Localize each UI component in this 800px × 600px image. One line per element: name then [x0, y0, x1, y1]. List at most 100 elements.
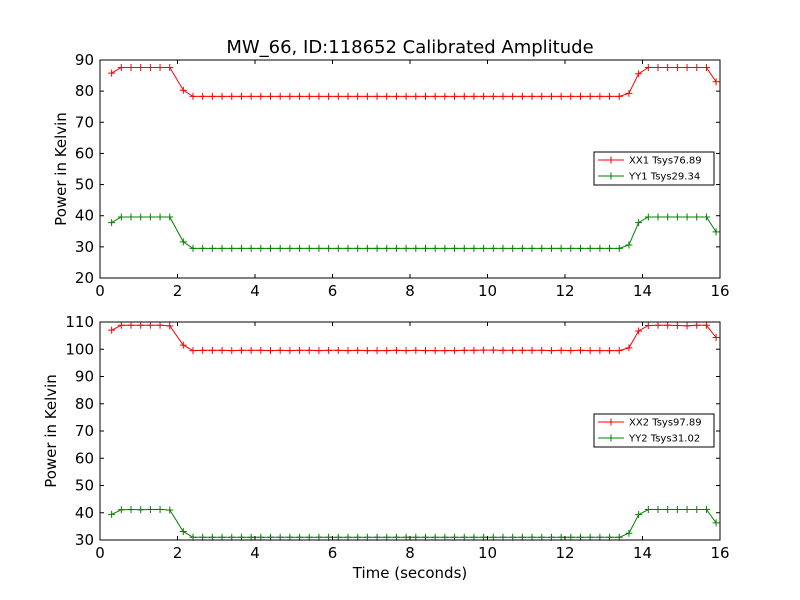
data-point	[431, 347, 439, 355]
data-point	[286, 347, 294, 355]
data-point	[296, 346, 304, 354]
data-point	[402, 244, 410, 252]
data-point	[146, 213, 154, 221]
data-point	[354, 346, 362, 354]
legend-swatch-marker	[607, 172, 615, 180]
data-point	[189, 347, 197, 355]
data-point	[166, 213, 174, 221]
data-point	[305, 244, 313, 252]
data-point	[538, 92, 546, 100]
data-point	[480, 244, 488, 252]
x-tick-label: 6	[328, 544, 338, 562]
y-axis-label: Power in Kelvin	[42, 374, 60, 488]
data-point	[383, 244, 391, 252]
x-tick-label: 8	[405, 282, 415, 300]
data-point	[451, 347, 459, 355]
legend-item-2: YY2 Tsys31.02	[598, 434, 700, 445]
data-point	[218, 244, 226, 252]
data-point	[127, 321, 135, 329]
data-point	[702, 505, 710, 513]
data-point	[499, 92, 507, 100]
data-point	[402, 347, 410, 355]
data-point	[334, 244, 342, 252]
data-point	[392, 92, 400, 100]
legend: XX1 Tsys76.89 YY1 Tsys29.34	[593, 151, 715, 186]
data-point	[460, 92, 468, 100]
data-point	[286, 92, 294, 100]
data-point	[441, 92, 449, 100]
data-point	[509, 244, 517, 252]
y-tick-label: 30	[75, 531, 94, 549]
data-point	[189, 244, 197, 252]
data-point	[538, 244, 546, 252]
data-point	[702, 63, 710, 71]
data-point	[179, 528, 187, 536]
data-point	[431, 92, 439, 100]
data-point	[664, 321, 672, 329]
x-tick-label: 14	[633, 544, 652, 562]
data-point	[557, 244, 565, 252]
data-point	[547, 347, 555, 355]
legend-swatch-marker	[607, 418, 615, 426]
data-point	[654, 213, 662, 221]
data-point	[712, 334, 720, 342]
data-point	[586, 244, 594, 252]
data-point	[247, 244, 255, 252]
data-point	[635, 219, 643, 227]
data-point	[422, 244, 429, 252]
series-2	[108, 505, 720, 541]
data-point	[509, 346, 517, 354]
y-tick-label: 50	[75, 176, 94, 194]
data-point	[441, 347, 449, 355]
legend-box	[593, 151, 715, 186]
data-point	[286, 244, 294, 252]
data-point	[334, 346, 342, 354]
data-point	[606, 92, 614, 100]
data-point	[538, 346, 546, 354]
x-tick-label: 16	[710, 282, 729, 300]
data-point	[127, 505, 135, 513]
data-point	[354, 92, 362, 100]
data-point	[315, 347, 323, 355]
data-point	[108, 69, 116, 77]
data-point	[108, 326, 116, 334]
data-point	[257, 244, 265, 252]
data-point	[373, 347, 381, 355]
x-tick-label: 4	[250, 544, 260, 562]
data-point	[528, 92, 536, 100]
data-point	[654, 505, 662, 513]
data-point	[664, 505, 672, 513]
data-point	[489, 92, 497, 100]
series-1	[108, 321, 720, 355]
legend-swatch-marker	[607, 434, 615, 442]
data-point	[373, 244, 381, 252]
data-point	[712, 228, 720, 236]
y-tick-label: 30	[75, 238, 94, 256]
data-point	[117, 321, 125, 329]
data-point	[702, 321, 710, 329]
data-point	[247, 346, 255, 354]
data-point	[325, 244, 333, 252]
x-tick-label: 8	[405, 544, 415, 562]
x-tick-label: 2	[173, 282, 183, 300]
data-point	[383, 347, 391, 355]
data-point	[315, 92, 323, 100]
legend-swatch-marker	[607, 156, 615, 164]
x-tick-label: 12	[555, 544, 574, 562]
data-point	[509, 92, 517, 100]
data-point	[137, 321, 145, 329]
data-point	[315, 244, 323, 252]
data-point	[108, 219, 116, 227]
data-point	[635, 511, 643, 519]
data-point	[547, 244, 555, 252]
y-tick-label: 60	[75, 144, 94, 162]
data-point	[363, 92, 371, 100]
data-point	[363, 347, 371, 355]
legend: XX2 Tsys97.89 YY2 Tsys31.02	[593, 413, 715, 448]
data-point	[146, 505, 154, 513]
data-point	[499, 346, 507, 354]
data-point	[199, 92, 207, 100]
data-point	[137, 506, 145, 514]
data-point	[412, 244, 420, 252]
x-tick-label: 2	[173, 544, 183, 562]
